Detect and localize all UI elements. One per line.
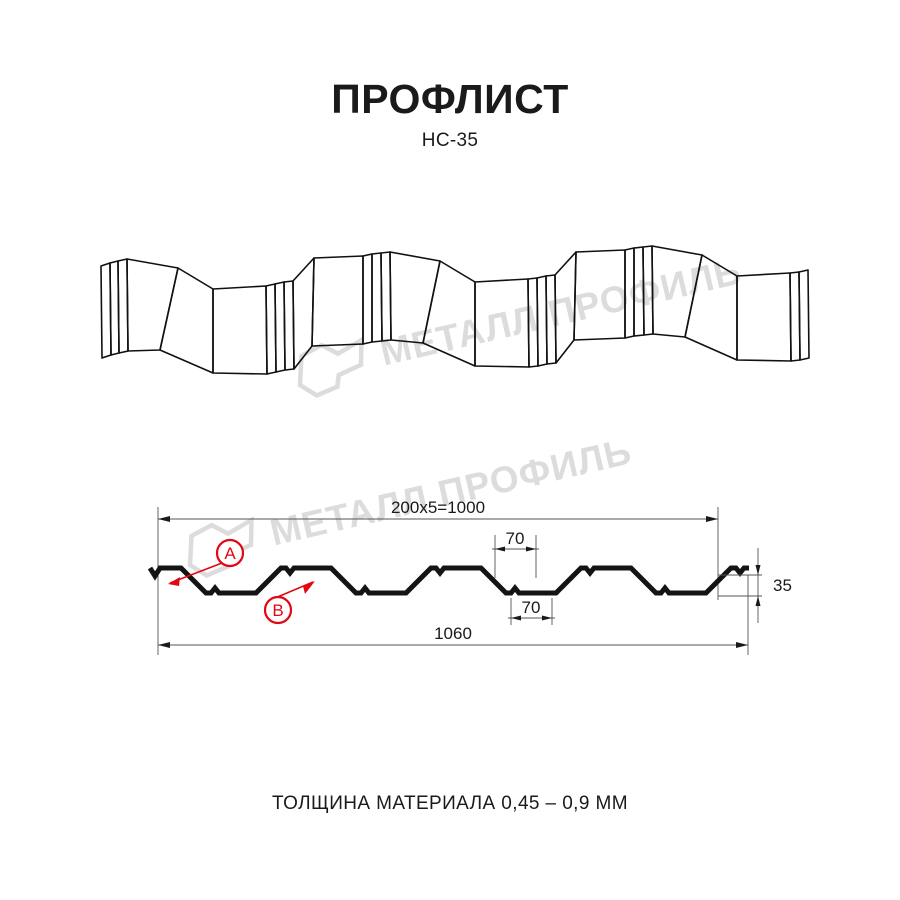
watermark-top: МЕТАЛЛ ПРОФИЛЬ: [297, 250, 746, 399]
material-thickness-note: ТОЛЩИНА МАТЕРИАЛА 0,45 – 0,9 ММ: [272, 793, 628, 814]
iso-wave-2: [362, 249, 626, 368]
dim-label-overall-width: 1060: [434, 624, 472, 643]
dim-label-profile-height: 35: [773, 576, 792, 595]
callout-a-circle[interactable]: [215, 538, 245, 568]
dim-label-top-flange: 70: [506, 529, 525, 548]
callout-b[interactable]: B: [263, 581, 315, 625]
iso-wave-3: [624, 245, 810, 362]
callout-b-circle[interactable]: [263, 595, 293, 625]
cross-section-group: 200x5=1000 70 70 1060: [147, 498, 792, 655]
watermark-text: МЕТАЛЛ ПРОФИЛЬ: [266, 430, 635, 553]
callout-a[interactable]: A: [168, 538, 245, 586]
callout-b-label: B: [272, 601, 283, 620]
product-model: НС-35: [421, 130, 479, 151]
dim-overall-width: 1060: [158, 624, 748, 648]
dim-label-bottom-flange: 70: [522, 598, 541, 617]
callout-a-label: A: [224, 544, 236, 563]
dim-top-flange: 70: [492, 529, 539, 552]
page-title: ПРОФЛИСТ: [331, 76, 569, 122]
dim-label-useful-width: 200x5=1000: [391, 498, 485, 517]
metall-profil-logo: [297, 336, 364, 399]
dim-useful-width: 200x5=1000: [158, 498, 718, 522]
profile-outline: [147, 565, 749, 596]
profile-sheet-3d-view: [100, 245, 810, 375]
dim-bottom-flange: 70: [508, 598, 555, 621]
metall-profil-logo: [187, 516, 254, 579]
dim-profile-height: 35: [755, 548, 792, 623]
extension-lines: [157, 507, 762, 655]
iso-wave-1: [100, 255, 364, 375]
